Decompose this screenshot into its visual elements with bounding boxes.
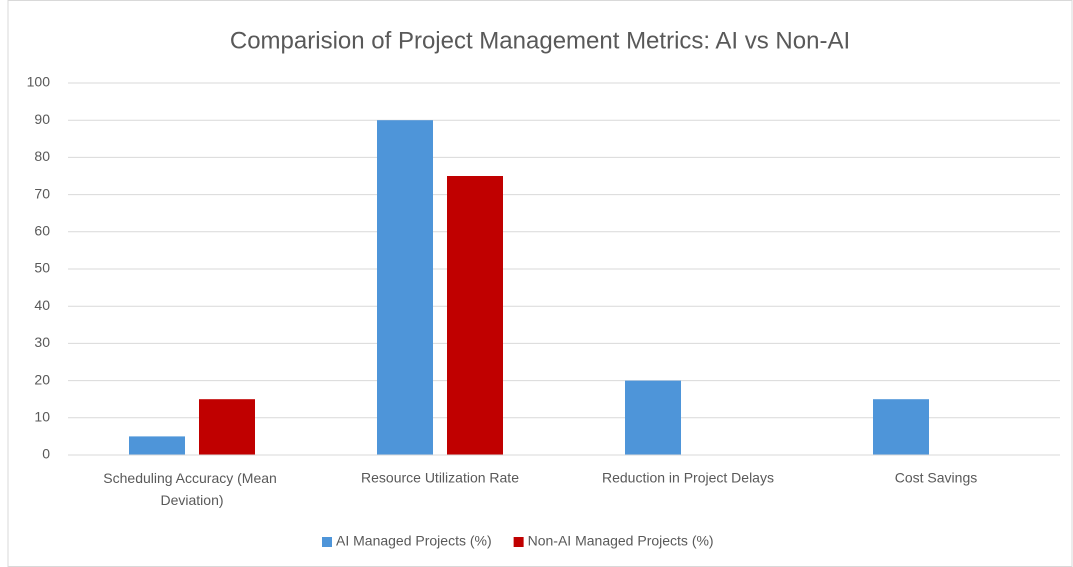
bar — [199, 399, 255, 455]
y-tick-label: 90 — [34, 111, 50, 127]
x-tick-label: Resource Utilization Rate — [361, 470, 519, 486]
legend-swatch — [513, 537, 524, 547]
y-tick-label: 20 — [34, 371, 50, 387]
bar — [873, 399, 929, 455]
y-tick-label: 30 — [34, 334, 50, 350]
y-tick-label: 0 — [42, 446, 50, 462]
legend-swatch — [322, 537, 332, 547]
chart-border — [7, 0, 1073, 567]
x-tick-label: Scheduling Accuracy (Mean Deviation) — [103, 470, 280, 508]
y-tick-label: 100 — [27, 74, 51, 90]
bar — [129, 436, 185, 455]
bar — [447, 176, 503, 455]
x-tick-label: Cost Savings — [895, 470, 977, 486]
bar — [625, 380, 681, 455]
chart-title: Comparision of Project Management Metric… — [230, 27, 850, 54]
legend-label: Non-AI Managed Projects (%) — [528, 533, 714, 549]
y-tick-label: 70 — [34, 185, 50, 201]
y-tick-label: 80 — [34, 148, 50, 164]
y-tick-label: 10 — [34, 409, 50, 425]
y-tick-label: 40 — [34, 297, 50, 313]
y-tick-label: 50 — [34, 260, 50, 276]
legend-label: AI Managed Projects (%) — [336, 533, 492, 549]
x-tick-label: Reduction in Project Delays — [602, 470, 774, 486]
y-tick-label: 60 — [34, 223, 50, 239]
bar — [377, 120, 433, 455]
